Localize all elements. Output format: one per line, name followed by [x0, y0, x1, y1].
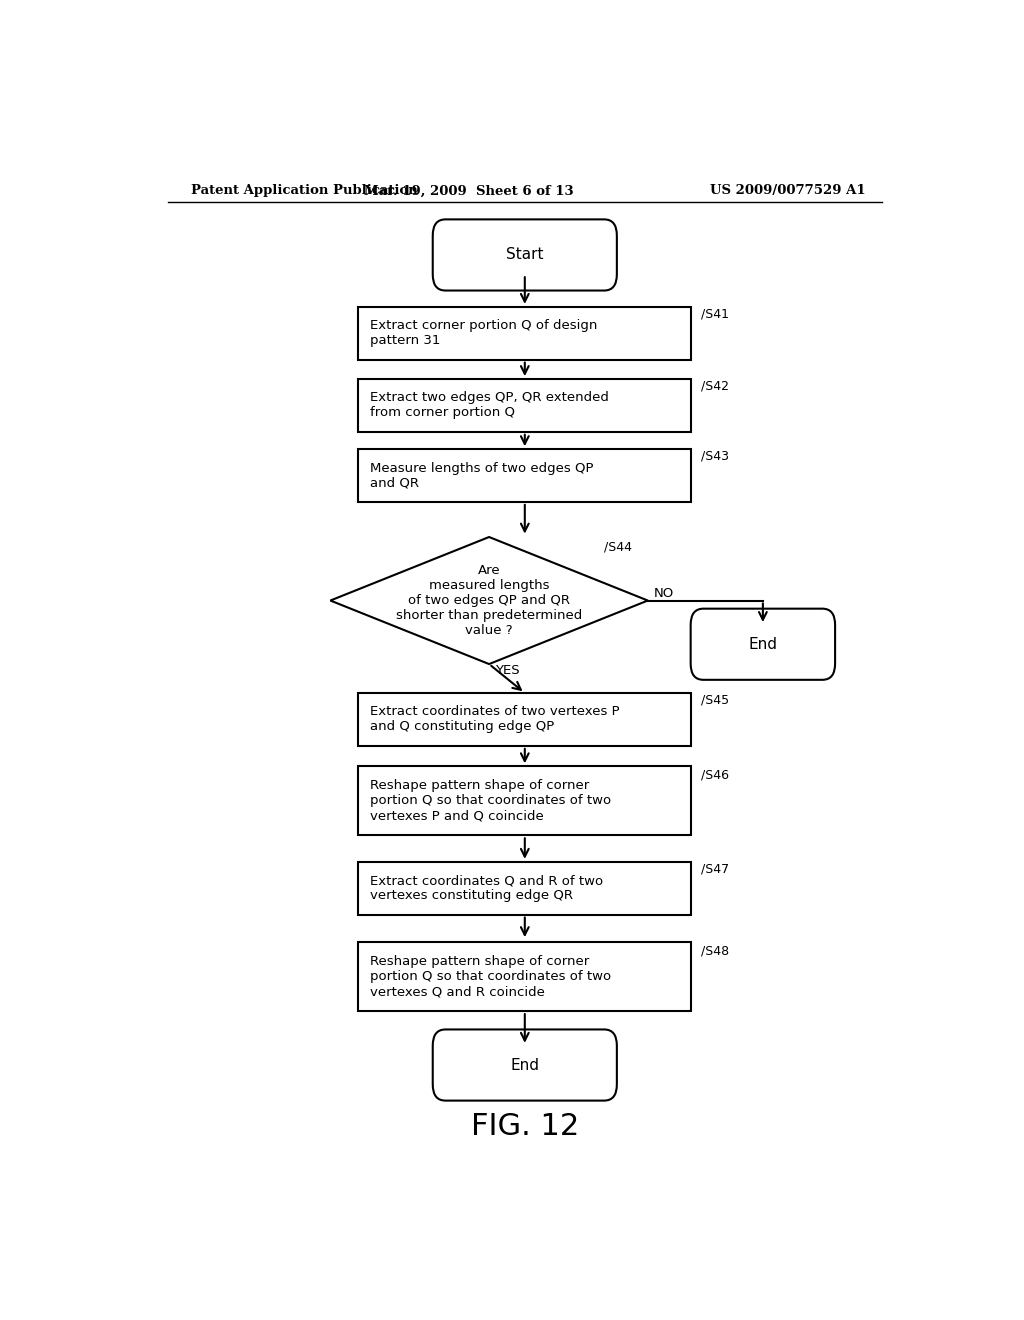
Polygon shape	[331, 537, 648, 664]
Text: NO: NO	[653, 587, 674, 599]
Text: End: End	[749, 636, 777, 652]
FancyBboxPatch shape	[358, 862, 691, 915]
Text: Extract coordinates of two vertexes P
and Q constituting edge QP: Extract coordinates of two vertexes P an…	[370, 705, 620, 734]
FancyBboxPatch shape	[358, 693, 691, 746]
Text: /S43: /S43	[701, 450, 729, 463]
Text: Reshape pattern shape of corner
portion Q so that coordinates of two
vertexes P : Reshape pattern shape of corner portion …	[370, 779, 611, 822]
Text: /S42: /S42	[701, 380, 729, 392]
Text: Reshape pattern shape of corner
portion Q so that coordinates of two
vertexes Q : Reshape pattern shape of corner portion …	[370, 956, 611, 998]
Text: Extract coordinates Q and R of two
vertexes constituting edge QR: Extract coordinates Q and R of two verte…	[370, 874, 603, 902]
Text: /S47: /S47	[701, 862, 729, 875]
FancyBboxPatch shape	[433, 1030, 616, 1101]
Text: Mar. 19, 2009  Sheet 6 of 13: Mar. 19, 2009 Sheet 6 of 13	[365, 185, 574, 198]
FancyBboxPatch shape	[358, 766, 691, 836]
Text: /S44: /S44	[604, 540, 632, 553]
Text: /S46: /S46	[701, 768, 729, 781]
Text: /S45: /S45	[701, 693, 729, 706]
Text: US 2009/0077529 A1: US 2009/0077529 A1	[711, 185, 866, 198]
Text: FIG. 12: FIG. 12	[471, 1111, 579, 1140]
Text: End: End	[510, 1057, 540, 1073]
FancyBboxPatch shape	[358, 379, 691, 432]
Text: YES: YES	[495, 664, 519, 677]
FancyBboxPatch shape	[690, 609, 836, 680]
Text: /S41: /S41	[701, 308, 729, 321]
Text: Start: Start	[506, 247, 544, 263]
FancyBboxPatch shape	[358, 449, 691, 502]
Text: Measure lengths of two edges QP
and QR: Measure lengths of two edges QP and QR	[370, 462, 594, 490]
FancyBboxPatch shape	[358, 306, 691, 359]
Text: /S48: /S48	[701, 945, 729, 958]
FancyBboxPatch shape	[433, 219, 616, 290]
Text: Extract corner portion Q of design
pattern 31: Extract corner portion Q of design patte…	[370, 319, 597, 347]
Text: Extract two edges QP, QR extended
from corner portion Q: Extract two edges QP, QR extended from c…	[370, 392, 609, 420]
Text: Patent Application Publication: Patent Application Publication	[191, 185, 418, 198]
FancyBboxPatch shape	[358, 942, 691, 1011]
Text: Are
measured lengths
of two edges QP and QR
shorter than predetermined
value ?: Are measured lengths of two edges QP and…	[396, 564, 583, 638]
